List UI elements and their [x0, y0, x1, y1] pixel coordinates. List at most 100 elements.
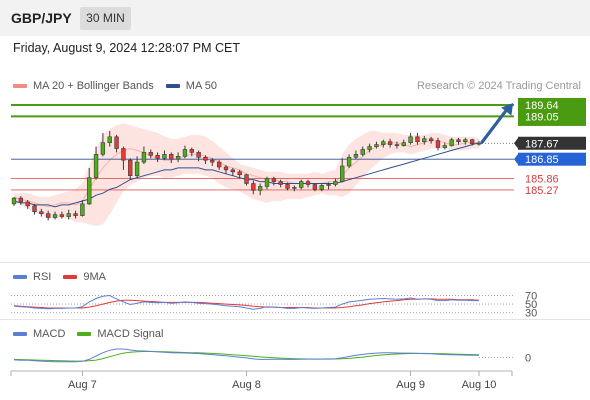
candle-body [428, 138, 434, 142]
candle-body [292, 187, 297, 189]
legend-item-ma20-bb: MA 20 + Bollinger Bands [13, 80, 154, 92]
legend-swatch-9ma [63, 275, 78, 279]
legend-label-9ma: 9MA [83, 271, 106, 283]
candle-body [230, 169, 236, 173]
candle-body [39, 211, 44, 214]
legend-item-rsi: RSI [13, 271, 51, 283]
candle-body [203, 156, 208, 161]
candle-body [449, 139, 454, 146]
legend-label-rsi: RSI [33, 271, 52, 283]
candle-body [114, 136, 119, 149]
candle-body [46, 213, 51, 218]
support-tag-1-label: 185.86 [525, 173, 559, 185]
forecast-arrow-head [501, 103, 514, 116]
x-axis-label: Aug 8 [232, 379, 261, 391]
candle-body [66, 213, 71, 217]
candle-body [155, 155, 160, 159]
candle-body [141, 152, 147, 163]
candle-body [264, 178, 270, 187]
candle-body [312, 184, 318, 190]
candle-body [251, 183, 256, 191]
candle-body [469, 139, 475, 144]
candle-body [73, 213, 78, 216]
candle-body [476, 142, 482, 145]
candle-body [381, 141, 386, 145]
timeframe-button[interactable]: 30 MIN [80, 7, 131, 30]
rsi-separator [0, 262, 590, 263]
ma50-tag-box [518, 152, 586, 166]
last-price-tag-box [518, 136, 586, 150]
candle-body [11, 197, 17, 205]
rsi-legend: RSI 9MA [13, 271, 118, 283]
resistance-tags-box [518, 97, 586, 126]
candle-body [169, 154, 174, 160]
candle-body [401, 142, 406, 146]
candle-body [25, 201, 30, 207]
candle-body [299, 181, 304, 188]
rsi-line [13, 294, 479, 310]
legend-item-9ma: 9MA [63, 271, 106, 283]
candle-body [32, 205, 37, 212]
resistance-tag-2-label: 189.05 [525, 111, 559, 123]
candle-body [87, 177, 92, 205]
candle-body [59, 214, 65, 217]
candle-body [442, 145, 447, 148]
legend-item-ma50: MA 50 [165, 80, 217, 92]
candle-body [305, 181, 311, 185]
candle-body [374, 144, 379, 147]
candle-body [189, 149, 194, 153]
candle-body [223, 166, 229, 171]
candle-body [278, 181, 283, 185]
candle-body [237, 171, 242, 176]
candle-body [121, 148, 126, 161]
candle-body [353, 154, 359, 158]
candle-body [271, 178, 277, 182]
legend-label-ma50: MA 50 [185, 80, 217, 92]
legend-label-macd-signal: MACD Signal [97, 328, 164, 340]
rsi-level-30-label: 30 [525, 308, 537, 320]
rsi-level-50-label: 50 [525, 299, 537, 311]
rsi-9ma-line [13, 298, 480, 309]
candle-body [394, 144, 400, 146]
x-axis-label: Aug 7 [68, 379, 97, 391]
resistance-tag-1-label: 189.64 [525, 100, 559, 112]
candle-body [134, 161, 140, 177]
last-price-tag-label: 187.67 [525, 138, 559, 150]
candle-body [333, 181, 338, 185]
candle-body [326, 184, 331, 186]
candle-body [435, 140, 441, 148]
candle-body [415, 136, 420, 142]
support-tag-2-label: 185.27 [525, 185, 559, 197]
candle-body [210, 159, 215, 163]
chart-datetime: Friday, August 9, 2024 12:28:07 PM CET [13, 41, 240, 55]
last-price-tag-pointer [514, 136, 519, 150]
candle-body [216, 161, 222, 168]
candle-body [80, 203, 85, 216]
x-axis-label: Aug 9 [396, 379, 425, 391]
candle-body [148, 152, 153, 156]
ma50-tag-label: 186.85 [525, 154, 559, 166]
candle-body [319, 185, 324, 190]
candle-body [340, 165, 345, 182]
macd-separator [0, 319, 590, 320]
legend-label-ma20-bb: MA 20 + Bollinger Bands [33, 80, 154, 92]
forecast-arrow-shaft [480, 110, 507, 144]
candle-body [367, 146, 372, 150]
candle-body [100, 142, 106, 155]
candle-body [360, 149, 365, 155]
candle-body [387, 141, 393, 145]
chart-header: GBP/JPY 30 MIN [0, 0, 590, 36]
macd-line [13, 348, 480, 363]
legend-swatch-macd-signal [77, 332, 92, 336]
legend-swatch-macd [13, 332, 27, 336]
main-legend: MA 20 + Bollinger Bands MA 50 [13, 80, 229, 92]
candle-body [52, 214, 58, 218]
symbol-label: GBP/JPY [11, 10, 72, 26]
legend-swatch-rsi [13, 275, 27, 279]
x-axis-label: Aug 10 [462, 379, 497, 391]
legend-item-macd: MACD [13, 328, 65, 340]
macd-level-label: 0 [525, 352, 531, 364]
legend-item-macd-signal: MACD Signal [77, 328, 163, 340]
legend-swatch-ma50 [165, 84, 180, 88]
